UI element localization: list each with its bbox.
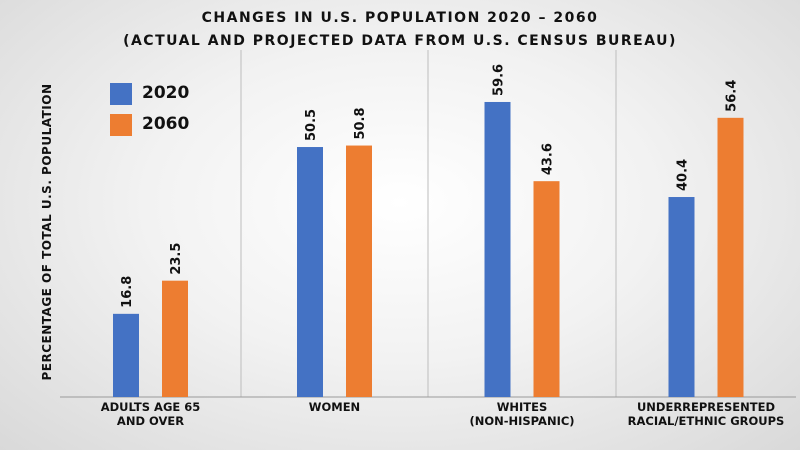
category-label-2: WHITES (NON-HISPANIC): [469, 400, 575, 428]
data-label-2060-3: 56.4: [725, 80, 740, 112]
category-label-1: WOMEN: [308, 400, 361, 414]
bar-2020-0: [113, 313, 139, 397]
data-label-2020-0: 16.8: [120, 276, 135, 308]
data-label-2060-0: 23.5: [169, 243, 184, 275]
data-label-2020-3: 40.4: [676, 159, 691, 191]
bar-2060-1: [346, 145, 372, 397]
category-label-0: ADULTS AGE 65 AND OVER: [100, 400, 201, 428]
chart-title: CHANGES IN U.S. POPULATION 2020 – 2060: [201, 10, 599, 26]
legend-swatch-2060: [110, 114, 132, 136]
bar-2020-3: [668, 197, 695, 397]
data-label-2060-1: 50.8: [353, 107, 368, 139]
data-label-2020-2: 59.6: [492, 64, 507, 96]
legend-label-2020: 2020: [142, 83, 190, 103]
bar-2020-1: [297, 147, 323, 397]
bar-2060-3: [717, 117, 744, 397]
legend-label-2060: 2060: [142, 114, 190, 134]
data-label-2020-1: 50.5: [304, 109, 319, 141]
legend-swatch-2020: [110, 83, 132, 105]
data-label-2060-2: 43.6: [541, 143, 556, 175]
chart-subtitle: (ACTUAL AND PROJECTED DATA FROM U.S. CEN…: [123, 33, 677, 49]
category-label-3: UNDERREPRESENTED RACIAL/ETHNIC GROUPS: [627, 400, 785, 428]
bar-2060-0: [162, 280, 188, 397]
bar-2060-2: [533, 181, 560, 397]
bar-2020-2: [484, 101, 511, 397]
